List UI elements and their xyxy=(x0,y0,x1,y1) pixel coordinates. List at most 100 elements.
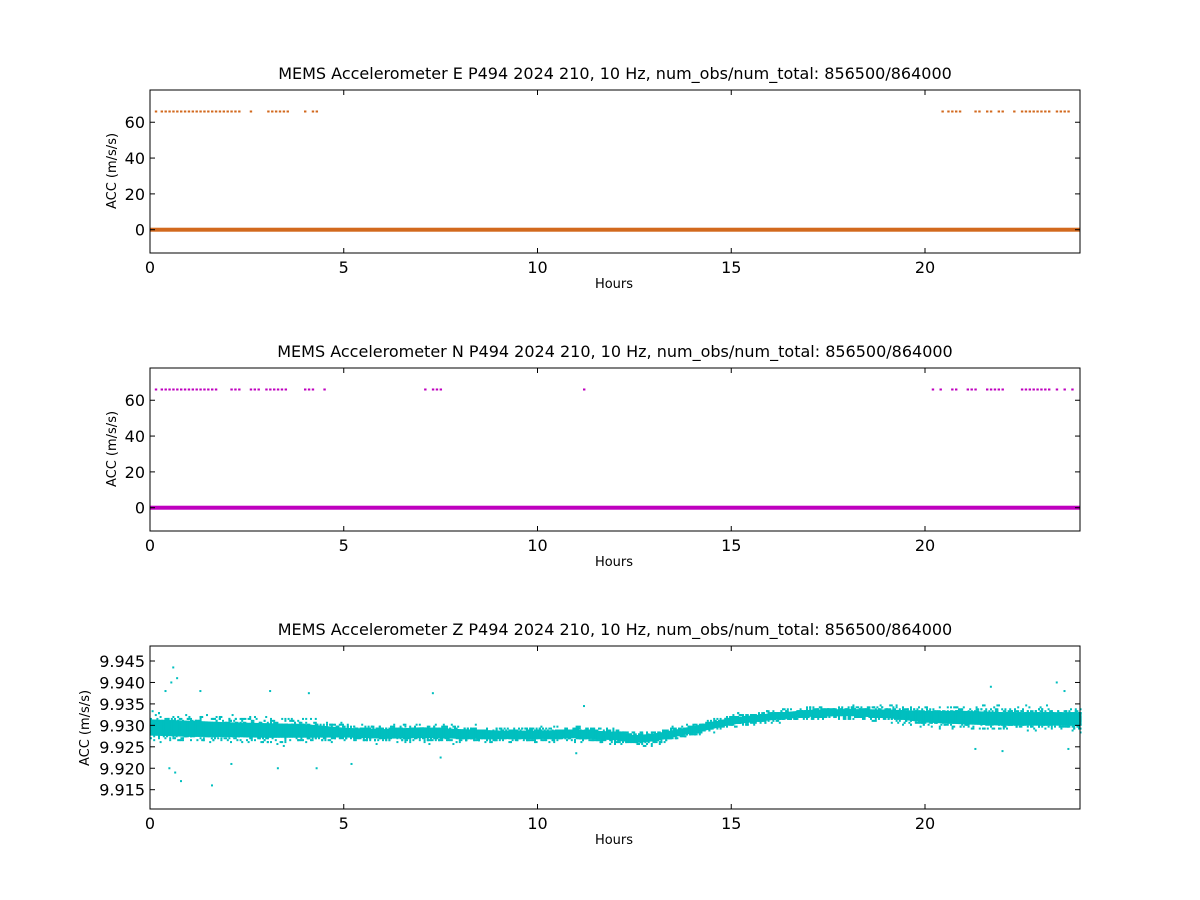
data-point-z xyxy=(786,710,789,713)
data-core-z xyxy=(423,727,426,739)
data-point-z xyxy=(580,741,583,744)
data-point-z xyxy=(508,741,511,744)
data-point-z xyxy=(430,737,432,740)
data-core-z xyxy=(591,730,594,740)
data-point-z xyxy=(153,739,156,742)
data-core-z xyxy=(276,723,279,738)
data-core-z xyxy=(777,712,780,720)
data-point-z xyxy=(511,739,514,742)
data-point-z xyxy=(206,714,208,717)
data-point-z xyxy=(828,715,831,718)
data-core-z xyxy=(513,730,516,740)
data-point-z xyxy=(585,727,588,730)
spike-point-e xyxy=(282,110,286,113)
data-point-z xyxy=(302,717,304,720)
data-point-z xyxy=(574,727,576,730)
data-point-z xyxy=(753,721,756,724)
spike-point-n xyxy=(176,388,179,391)
data-core-z xyxy=(215,721,218,737)
data-core-z xyxy=(150,719,152,736)
data-core-z xyxy=(518,730,520,740)
data-core-z xyxy=(377,728,380,739)
data-core-z xyxy=(254,722,256,738)
data-point-z xyxy=(289,719,292,722)
spike-point-n xyxy=(253,388,257,391)
data-point-z xyxy=(809,708,812,711)
data-point-z xyxy=(542,727,544,730)
data-point-z xyxy=(598,727,600,730)
spike-point-n xyxy=(439,388,443,391)
data-point-z xyxy=(273,721,276,724)
spike-point-n xyxy=(154,388,158,391)
data-point-z xyxy=(225,737,228,740)
data-point-z xyxy=(166,717,168,720)
data-point-z xyxy=(404,723,407,726)
data-core-z xyxy=(569,729,572,739)
data-point-z xyxy=(706,719,709,722)
data-point-z xyxy=(626,731,629,734)
data-core-z xyxy=(734,717,736,725)
data-core-z xyxy=(794,711,797,719)
data-point-z xyxy=(172,715,175,718)
data-core-z xyxy=(396,728,399,739)
data-point-z xyxy=(426,737,429,740)
data-point-z xyxy=(266,721,269,724)
data-point-z xyxy=(553,725,556,728)
data-point-z xyxy=(513,727,516,730)
data-core-z xyxy=(566,729,568,739)
spike-point-e xyxy=(164,110,167,113)
data-point-z xyxy=(834,708,837,711)
data-point-z xyxy=(610,739,613,742)
data-core-z xyxy=(262,723,264,738)
data-point-z xyxy=(476,739,479,742)
spike-point-e xyxy=(1048,110,1051,113)
data-core-z xyxy=(454,728,456,739)
spike-point-n xyxy=(989,388,993,391)
spike-point-e xyxy=(1020,110,1024,113)
data-point-z xyxy=(359,737,362,740)
data-point-z xyxy=(590,727,592,730)
data-point-z xyxy=(655,741,658,744)
data-core-z xyxy=(710,722,712,730)
data-point-z xyxy=(609,739,612,742)
x-axis-label-e: Hours xyxy=(595,277,633,292)
data-core-z xyxy=(697,725,700,733)
spike-point-n xyxy=(230,388,233,391)
data-core-z xyxy=(620,732,623,742)
data-core-z xyxy=(452,728,455,739)
data-point-z xyxy=(474,727,477,730)
data-point-z xyxy=(164,737,167,740)
data-core-z xyxy=(287,723,290,738)
panel-e: MEMS Accelerometer E P494 2024 210, 10 H… xyxy=(105,64,1081,292)
data-point-z xyxy=(159,715,162,718)
data-point-z xyxy=(249,737,252,740)
data-point-z xyxy=(671,725,674,728)
data-point-z xyxy=(388,727,391,730)
data-point-z xyxy=(705,721,708,724)
data-core-z xyxy=(302,724,304,738)
data-core-z xyxy=(359,728,362,738)
data-point-z xyxy=(730,715,733,718)
data-core-z xyxy=(225,722,228,737)
data-point-z xyxy=(302,739,304,742)
data-core-z xyxy=(230,722,232,738)
data-point-z xyxy=(822,715,824,718)
data-core-z xyxy=(810,709,813,717)
data-core-z xyxy=(542,730,544,739)
data-point-z xyxy=(449,727,452,730)
data-point-z xyxy=(716,727,719,730)
data-core-z xyxy=(401,728,404,739)
spike-point-n xyxy=(257,388,260,391)
data-core-z xyxy=(820,709,823,717)
spike-point-e xyxy=(997,110,1001,113)
data-core-z xyxy=(826,709,829,717)
data-point-z xyxy=(650,731,653,734)
data-point-z xyxy=(622,731,624,734)
data-core-z xyxy=(404,728,407,739)
data-core-z xyxy=(385,728,388,739)
data-point-z xyxy=(318,737,320,740)
x-tick-label-n: 15 xyxy=(721,536,741,555)
data-point-z xyxy=(695,733,698,736)
